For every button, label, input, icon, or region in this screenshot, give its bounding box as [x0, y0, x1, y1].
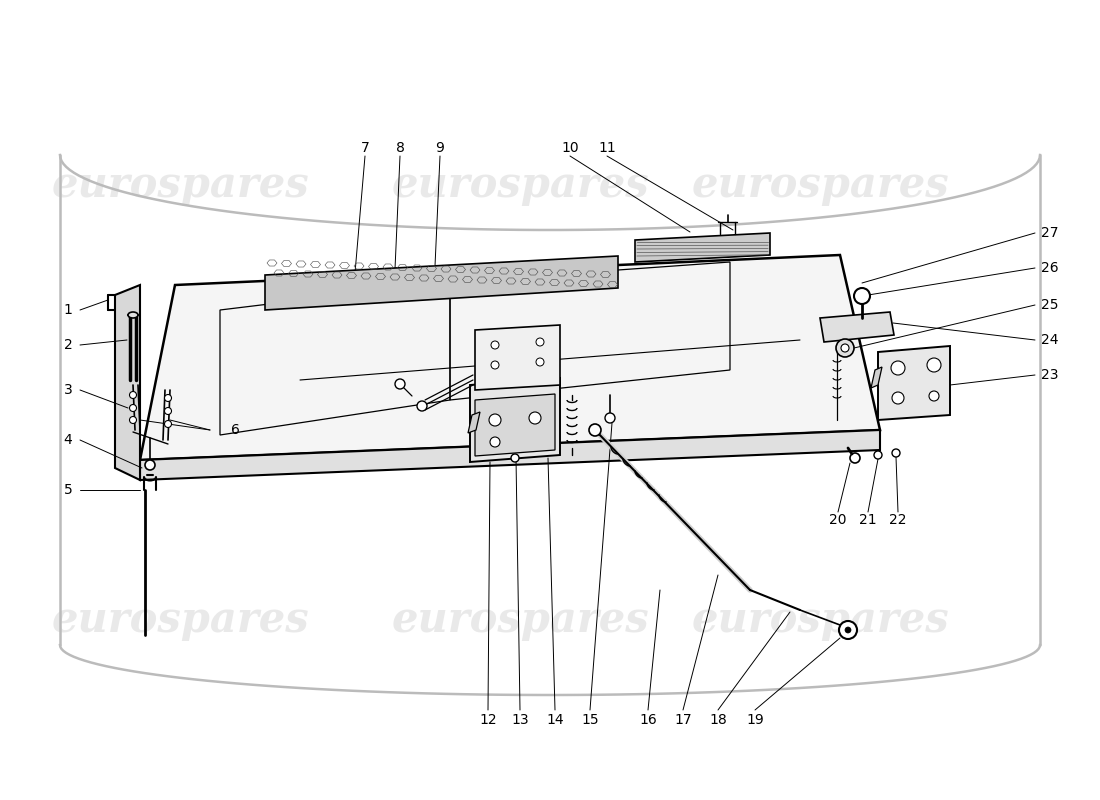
Text: 25: 25: [1042, 298, 1058, 312]
Circle shape: [491, 361, 499, 369]
Circle shape: [490, 437, 500, 447]
Text: 26: 26: [1042, 261, 1059, 275]
Circle shape: [839, 621, 857, 639]
Circle shape: [165, 394, 172, 402]
Text: 24: 24: [1042, 333, 1058, 347]
Circle shape: [605, 413, 615, 423]
Text: 17: 17: [674, 713, 692, 727]
Text: 4: 4: [64, 433, 73, 447]
Text: 3: 3: [64, 383, 73, 397]
Circle shape: [892, 449, 900, 457]
Text: eurospares: eurospares: [52, 599, 309, 641]
Text: 5: 5: [64, 483, 73, 497]
Text: 7: 7: [361, 141, 370, 155]
Polygon shape: [878, 346, 950, 420]
Text: 27: 27: [1042, 226, 1058, 240]
Circle shape: [130, 417, 136, 423]
Text: eurospares: eurospares: [392, 599, 649, 641]
Text: eurospares: eurospares: [691, 164, 949, 206]
Text: 10: 10: [561, 141, 579, 155]
Text: 18: 18: [710, 713, 727, 727]
Circle shape: [512, 454, 519, 462]
Circle shape: [490, 414, 500, 426]
Text: 13: 13: [512, 713, 529, 727]
Text: 16: 16: [639, 713, 657, 727]
Polygon shape: [140, 255, 880, 460]
Polygon shape: [265, 256, 618, 310]
Circle shape: [854, 288, 870, 304]
Text: 2: 2: [64, 338, 73, 352]
Text: 15: 15: [581, 713, 598, 727]
Polygon shape: [871, 367, 882, 388]
Text: 23: 23: [1042, 368, 1058, 382]
Circle shape: [536, 338, 544, 346]
Circle shape: [145, 460, 155, 470]
Circle shape: [891, 361, 905, 375]
Polygon shape: [475, 394, 556, 456]
Polygon shape: [140, 430, 880, 480]
Text: 20: 20: [829, 513, 847, 527]
Text: 22: 22: [889, 513, 906, 527]
Circle shape: [529, 412, 541, 424]
Circle shape: [930, 391, 939, 401]
Text: eurospares: eurospares: [392, 164, 649, 206]
Ellipse shape: [128, 312, 138, 318]
Circle shape: [845, 627, 851, 633]
Polygon shape: [820, 312, 894, 342]
Polygon shape: [475, 325, 560, 390]
Polygon shape: [470, 378, 560, 462]
Text: 12: 12: [480, 713, 497, 727]
Circle shape: [874, 451, 882, 459]
Text: 6: 6: [231, 423, 240, 437]
Text: eurospares: eurospares: [691, 599, 949, 641]
Text: 9: 9: [436, 141, 444, 155]
Circle shape: [130, 405, 136, 411]
Circle shape: [165, 407, 172, 414]
Text: eurospares: eurospares: [52, 164, 309, 206]
Text: 14: 14: [547, 713, 564, 727]
Circle shape: [395, 379, 405, 389]
Circle shape: [130, 391, 136, 398]
Circle shape: [417, 401, 427, 411]
Text: 19: 19: [746, 713, 763, 727]
Text: 21: 21: [859, 513, 877, 527]
Polygon shape: [468, 412, 480, 433]
Circle shape: [836, 339, 854, 357]
Text: 1: 1: [64, 303, 73, 317]
Circle shape: [491, 341, 499, 349]
Polygon shape: [635, 233, 770, 262]
Circle shape: [842, 344, 849, 352]
Text: 8: 8: [396, 141, 405, 155]
Circle shape: [892, 392, 904, 404]
Circle shape: [850, 453, 860, 463]
Polygon shape: [116, 285, 140, 480]
Circle shape: [588, 424, 601, 436]
Circle shape: [536, 358, 544, 366]
Text: 11: 11: [598, 141, 616, 155]
Circle shape: [927, 358, 940, 372]
Circle shape: [165, 421, 172, 427]
